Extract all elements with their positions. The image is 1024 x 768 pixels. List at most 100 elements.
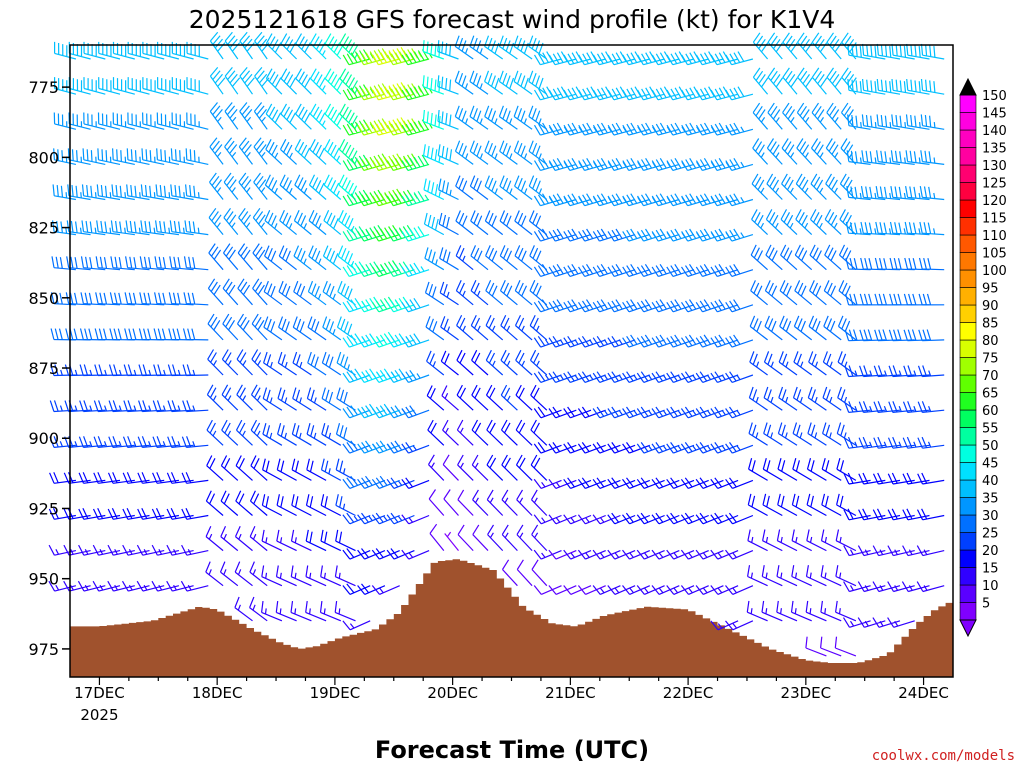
colorbar-label: 5	[982, 597, 990, 612]
wind-barb	[107, 544, 135, 556]
wind-barb	[822, 351, 842, 376]
wind-barb	[250, 455, 268, 481]
wind-barb	[887, 436, 915, 449]
wind-barb	[888, 329, 915, 342]
wind-barb	[805, 565, 827, 587]
wind-barb	[710, 334, 739, 348]
y-axis: 775 800 825 850 875 900 925 950 975	[28, 78, 70, 659]
wind-barb	[823, 280, 842, 306]
wind-barb	[577, 514, 606, 525]
wind-barb	[53, 112, 77, 130]
wind-barb	[183, 292, 209, 306]
wind-barb	[808, 315, 827, 341]
wind-barb	[592, 477, 621, 489]
wind-barb	[681, 122, 709, 136]
wind-barb	[533, 371, 562, 383]
wind-barb	[563, 442, 592, 454]
wind-barb	[454, 140, 474, 165]
wind-barb	[386, 477, 415, 489]
colorbar-label: 15	[982, 562, 999, 577]
wind-barb	[903, 293, 930, 306]
wind-barb	[837, 315, 857, 341]
wind-barb	[622, 228, 650, 242]
colorbar-swatch	[959, 217, 977, 236]
wind-barb	[181, 436, 209, 448]
wind-barb	[776, 565, 798, 587]
wind-barb	[767, 67, 784, 95]
wind-barb	[439, 281, 459, 306]
wind-barb	[860, 257, 886, 271]
wind-barb	[68, 112, 91, 130]
wind-barb	[792, 458, 813, 481]
wind-barb	[484, 105, 504, 130]
wind-barb	[223, 207, 239, 235]
wind-barb	[513, 70, 533, 95]
wind-barb	[607, 122, 636, 136]
colorbar-swatch	[959, 252, 977, 271]
colorbar-label: 130	[982, 159, 1007, 174]
wind-barb	[636, 371, 665, 383]
wind-barb	[122, 436, 150, 448]
wind-barb	[224, 137, 239, 165]
wind-barb	[324, 33, 344, 60]
wind-barb	[501, 489, 518, 516]
wind-barb	[309, 68, 327, 95]
wind-barb	[636, 477, 665, 489]
wind-barb	[725, 86, 754, 101]
wind-barb	[746, 600, 768, 622]
wind-barb	[809, 280, 827, 306]
wind-barb	[336, 351, 356, 376]
wind-barb	[622, 549, 651, 560]
wind-barb	[636, 585, 665, 595]
wind-barb	[874, 293, 901, 306]
colorbar-label: 135	[982, 142, 1007, 157]
wind-barb	[486, 489, 504, 516]
wind-barb	[820, 565, 842, 587]
wind-barb	[607, 299, 636, 313]
wind-barb	[651, 122, 680, 136]
wind-barb	[725, 193, 754, 207]
wind-barb	[548, 263, 577, 277]
wind-barb	[93, 436, 121, 448]
wind-barb	[778, 351, 798, 376]
wind-barb	[513, 105, 533, 130]
wind-barb	[872, 617, 901, 628]
wind-barb	[136, 544, 165, 556]
wind-barb	[844, 365, 871, 378]
wind-barb	[250, 384, 268, 411]
wind-barb	[528, 105, 548, 130]
colorbar-swatch	[959, 129, 977, 148]
wind-barb	[49, 400, 76, 413]
wind-barb	[889, 221, 915, 236]
wind-barb	[607, 86, 636, 101]
wind-barb	[371, 548, 400, 560]
wind-barb	[48, 544, 77, 556]
wind-barb	[515, 384, 533, 411]
colorbar-swatch	[959, 497, 977, 516]
wind-barb	[153, 364, 179, 377]
colorbar-label: 70	[982, 369, 999, 384]
x-tick-label: 18DEC	[192, 684, 243, 702]
wind-barb	[342, 226, 371, 242]
wind-barb	[725, 299, 754, 313]
wind-barb	[262, 387, 283, 411]
wind-barb	[651, 86, 680, 101]
wind-barb	[577, 549, 606, 560]
wind-barb	[401, 84, 433, 101]
wind-barb	[92, 580, 121, 592]
colorbar-swatch	[959, 532, 977, 551]
wind-barb	[808, 351, 827, 376]
wind-barb	[224, 67, 241, 95]
colorbar-label: 25	[982, 527, 999, 542]
wind-barb	[890, 150, 915, 165]
wind-barb	[805, 636, 827, 657]
wind-barb	[335, 458, 356, 481]
y-tick-label: 875	[28, 359, 59, 378]
wind-barb	[767, 32, 784, 60]
wind-barb	[249, 490, 268, 516]
wind-barb	[138, 328, 165, 341]
wind-barb	[695, 263, 724, 277]
wind-barb	[750, 280, 768, 306]
credit-text[interactable]: coolwx.com/models	[872, 748, 1015, 764]
wind-barb	[592, 514, 621, 525]
